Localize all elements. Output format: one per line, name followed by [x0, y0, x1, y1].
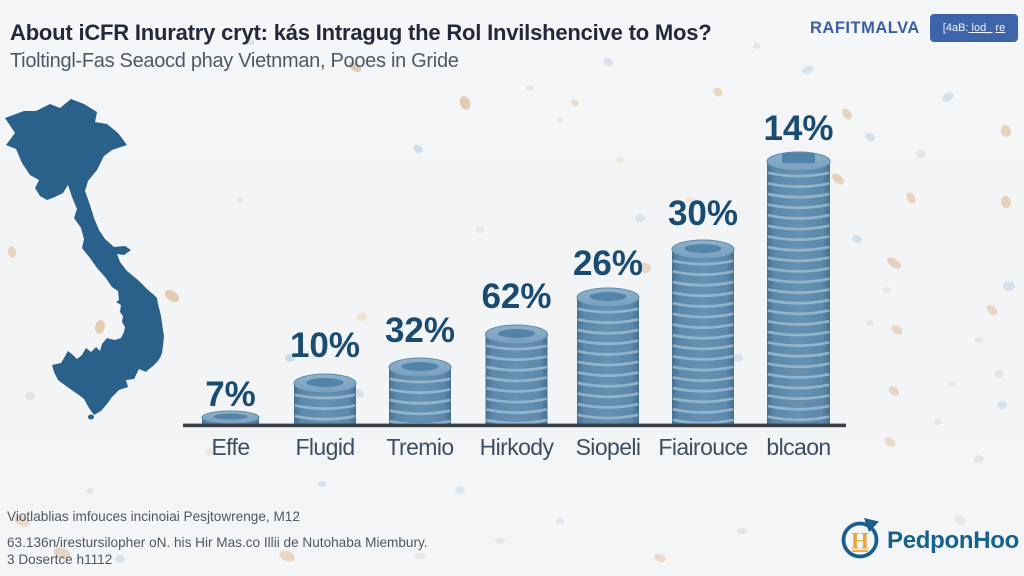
- svg-text:H: H: [851, 529, 869, 554]
